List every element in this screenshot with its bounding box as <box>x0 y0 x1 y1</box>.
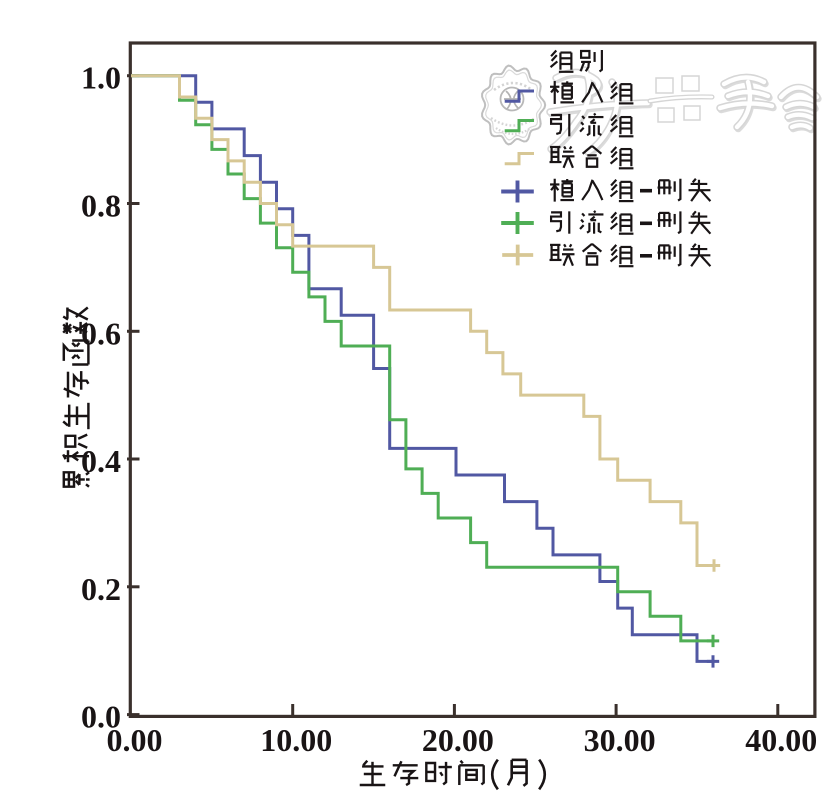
svg-text:0.8: 0.8 <box>81 188 121 224</box>
svg-text:20.00: 20.00 <box>422 722 494 758</box>
svg-text:0.00: 0.00 <box>107 722 163 758</box>
svg-text:0.0: 0.0 <box>81 699 121 735</box>
svg-text:30.00: 30.00 <box>584 722 656 758</box>
svg-text:0.2: 0.2 <box>81 571 121 607</box>
svg-text:40.00: 40.00 <box>745 722 817 758</box>
svg-text:1.0: 1.0 <box>81 60 121 96</box>
svg-text:0.6: 0.6 <box>81 315 121 351</box>
svg-text:10.00: 10.00 <box>260 722 332 758</box>
